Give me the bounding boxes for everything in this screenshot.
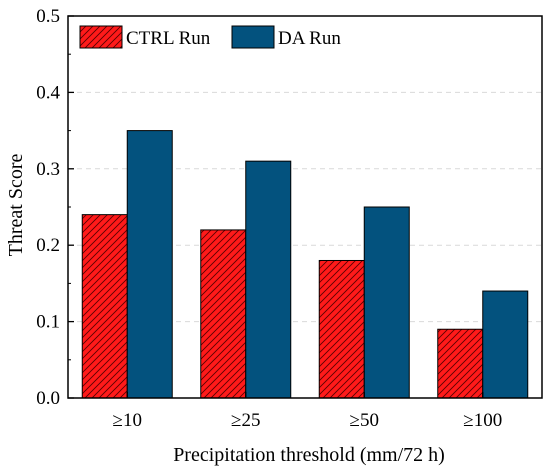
y-axis-title: Threat Score [5, 154, 27, 257]
legend-swatch-ctrl [79, 25, 123, 49]
y-tick-label-0.5: 0.5 [36, 6, 60, 27]
bar-da-0 [126, 130, 173, 399]
legend-label-da: DA Run [278, 28, 341, 49]
legend-swatch-da [231, 25, 275, 49]
x-tick-label-1: ≥25 [231, 410, 260, 431]
x-axis-title: Precipitation threshold (mm/72 h) [173, 444, 445, 466]
x-tick-label-3: ≥100 [463, 410, 502, 431]
grid-lines [68, 91, 542, 323]
bar-ctrl-1 [200, 229, 247, 399]
y-tick-label-0.3: 0.3 [36, 159, 60, 180]
y-tick-label-0.0: 0.0 [36, 388, 60, 409]
bar-da-1 [245, 160, 292, 399]
legend-label-ctrl: CTRL Run [126, 28, 211, 49]
bar-da-3 [482, 290, 529, 399]
y-tick-label-0.2: 0.2 [36, 235, 60, 256]
axes: 0.0 0.1 0.2 0.3 0.4 0.5 ≥10 ≥25 ≥50 ≥100 [36, 6, 543, 431]
x-tick-label-2: ≥50 [350, 410, 379, 431]
x-tick-label-0: ≥10 [113, 410, 142, 431]
y-tick-label-0.4: 0.4 [36, 82, 60, 103]
bar-ctrl-0 [81, 214, 128, 399]
bar-ctrl-3 [437, 328, 484, 399]
plot-frame [67, 15, 543, 399]
bar-ctrl-2 [318, 259, 365, 399]
bar-da-2 [363, 206, 410, 399]
legend: CTRL Run DA Run [79, 25, 341, 49]
y-tick-label-0.1: 0.1 [36, 312, 60, 333]
bars [81, 130, 529, 399]
